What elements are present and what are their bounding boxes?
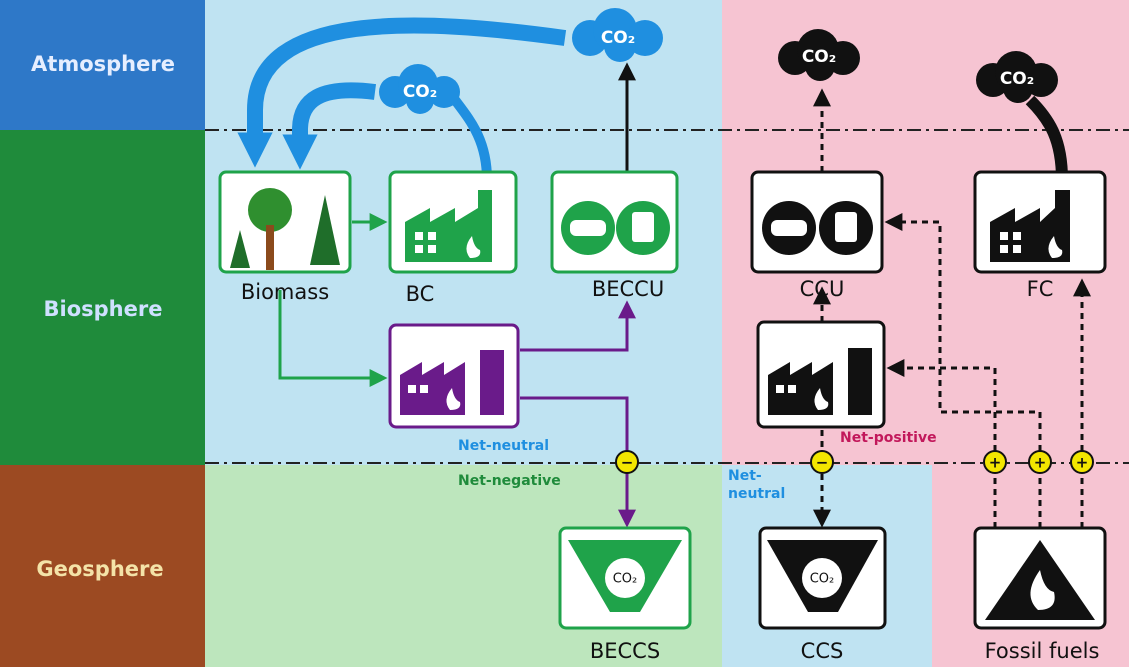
node-label: BC	[406, 282, 435, 306]
beccu-icon-part	[570, 220, 606, 236]
beccu-icon-part	[632, 212, 654, 242]
row-label: Geosphere	[36, 557, 163, 581]
fossil-icon	[975, 528, 1105, 628]
node-label: Biomass	[241, 280, 329, 304]
ccu-icon-part	[835, 212, 857, 242]
annotation: Net-	[728, 468, 762, 484]
annotation: Net-negative	[458, 473, 561, 489]
sign: −	[816, 454, 829, 472]
bc-icon-part	[428, 245, 436, 253]
beccs-factory-icon-part	[480, 350, 504, 415]
sign: +	[1034, 454, 1047, 472]
node-label: Fossil fuels	[985, 639, 1100, 663]
row-label: Atmosphere	[31, 52, 175, 76]
co2-label: CO₂	[1000, 69, 1034, 89]
sign: −	[621, 454, 634, 472]
sign: +	[1076, 454, 1089, 472]
node-label: FC	[1027, 277, 1054, 301]
fc-icon-part	[1013, 245, 1021, 253]
annotation: Net-positive	[840, 430, 937, 446]
ccs-factory-icon-part	[848, 348, 872, 415]
biomass-icon-part	[266, 225, 274, 270]
bc-icon-part	[428, 232, 436, 240]
biomass-icon	[220, 172, 350, 272]
bc-icon	[390, 172, 516, 272]
node-label: CCU	[800, 277, 845, 301]
co2-label: CO₂	[802, 47, 836, 67]
fc-icon-part	[1000, 232, 1008, 240]
ccu-icon	[752, 172, 882, 272]
beccs-factory-icon-part	[408, 385, 416, 393]
row-label: Biosphere	[44, 297, 163, 321]
node-label: BECCS	[590, 639, 660, 663]
diagram: Atmosphere Biosphere Geosphere CO₂ CO₂ C…	[0, 0, 1129, 667]
co2-label: CO₂	[613, 572, 638, 587]
ccs-factory-icon-part	[788, 385, 796, 393]
fc-icon-part	[1000, 245, 1008, 253]
co2-label: CO₂	[601, 28, 635, 48]
node-label: BECCU	[592, 277, 664, 301]
beccs-factory-icon-part	[420, 385, 428, 393]
sign: +	[989, 454, 1002, 472]
bc-icon-part	[415, 232, 423, 240]
node-label: CCS	[801, 639, 844, 663]
annotation: Net-neutral	[458, 438, 549, 454]
fc-icon-part	[1013, 232, 1021, 240]
co2-label: CO₂	[403, 82, 437, 102]
ccu-icon-part	[771, 220, 807, 236]
co2-label: CO₂	[810, 572, 835, 587]
beccs-factory-icon	[390, 325, 518, 427]
beccu-icon	[552, 172, 677, 272]
bc-icon-part	[415, 245, 423, 253]
ccs-factory-icon-part	[776, 385, 784, 393]
page: Atmosphere Biosphere Geosphere CO₂ CO₂ C…	[0, 0, 1129, 667]
fc-icon	[975, 172, 1105, 272]
annotation: neutral	[728, 486, 785, 502]
ccs-factory-icon	[758, 322, 884, 427]
